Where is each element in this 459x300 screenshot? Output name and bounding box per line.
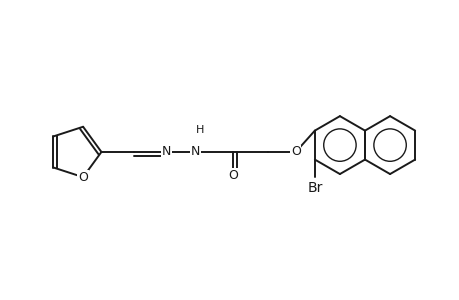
Text: O: O <box>228 169 237 182</box>
Text: Br: Br <box>307 181 322 195</box>
Text: H: H <box>195 125 203 135</box>
Text: N: N <box>190 146 200 158</box>
Text: O: O <box>290 146 300 158</box>
Text: O: O <box>78 171 88 184</box>
Text: N: N <box>161 146 171 158</box>
